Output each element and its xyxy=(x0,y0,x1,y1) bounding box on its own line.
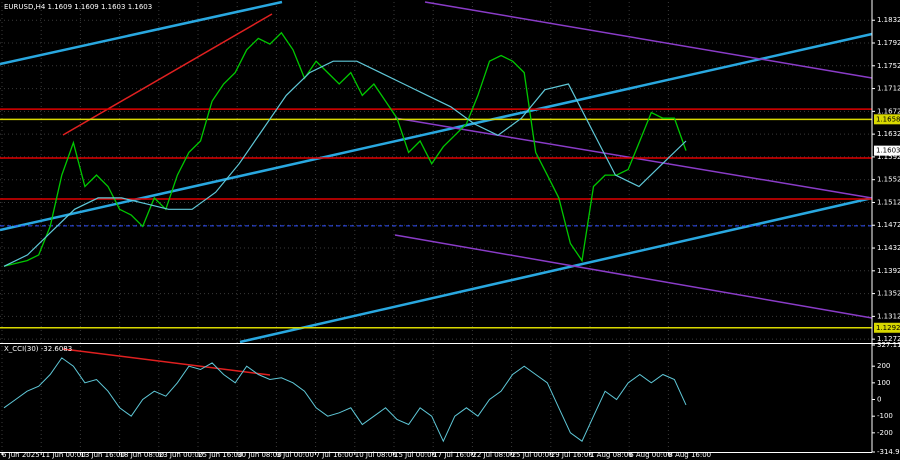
x-tick-label: 6 Jun 2025 xyxy=(2,451,40,459)
x-tick-label: 3 Jul 00:00 xyxy=(276,451,314,459)
x-tick-label: 13 Jun 16:00 xyxy=(80,451,124,459)
trend-line xyxy=(0,32,873,232)
y-tick-label: 100 xyxy=(877,379,890,387)
x-tick-label: 18 Jun 08:00 xyxy=(120,451,164,459)
x-tick-label: 7 Jul 16:00 xyxy=(316,451,354,459)
y-tick-label: 1.1592 xyxy=(877,153,900,161)
x-tick-label: 29 Jul 16:00 xyxy=(551,451,593,459)
price-tag-label: 1.1292 xyxy=(876,324,900,332)
drawn-objects xyxy=(0,0,873,376)
y-tick-label: -314.976 xyxy=(877,448,900,456)
price-tag-label: 1.1603 xyxy=(876,147,900,155)
price-tag xyxy=(874,145,900,156)
y-tick-label: 1.1472 xyxy=(877,221,900,229)
y-tick-label: 1.1312 xyxy=(877,312,900,320)
y-tick-label: 1.1632 xyxy=(877,130,900,138)
price-tag-label: 1.1658 xyxy=(876,115,900,123)
x-tick-label: 8 Aug 16:00 xyxy=(668,451,711,459)
trend-line xyxy=(239,196,873,344)
y-tick-label: -200 xyxy=(877,429,893,437)
y-tick-label: 1.1512 xyxy=(877,198,900,206)
y-tick-label: -100 xyxy=(877,412,893,420)
y-tick-label: 1.1832 xyxy=(877,16,900,24)
y-tick-label: 1.1432 xyxy=(877,244,900,252)
y-tick-label: 1.1392 xyxy=(877,267,900,275)
y-tick-label: 1.1752 xyxy=(877,62,900,70)
x-tick-label: 11 Jun 00:00 xyxy=(41,451,85,459)
y-tick-label: 0 xyxy=(877,396,881,404)
x-tick-label: 15 Jul 00:00 xyxy=(394,451,436,459)
series-line xyxy=(3,60,687,267)
cci-trend-line xyxy=(62,348,271,376)
y-tick-label: 200 xyxy=(877,362,890,370)
x-tick-label: 25 Jul 00:00 xyxy=(512,451,554,459)
y-tick-label: 1.1792 xyxy=(877,39,900,47)
chart-title: EURUSD,H4 1.1609 1.1609 1.1603 1.1603 xyxy=(4,3,152,11)
y-tick-label: 1.1552 xyxy=(877,176,900,184)
price-tag xyxy=(874,322,900,333)
series-line xyxy=(3,357,687,443)
trend-line xyxy=(0,0,283,66)
y-tick-label: 1.1712 xyxy=(877,85,900,93)
y-tick-label: 1.1352 xyxy=(877,290,900,298)
x-tick-label: 1 Aug 08:00 xyxy=(590,451,633,459)
series-line xyxy=(3,31,687,267)
x-tick-label: 17 Jul 16:00 xyxy=(433,451,475,459)
x-tick-label: 22 Jul 08:00 xyxy=(472,451,514,459)
x-tick-label: 6 Aug 00:00 xyxy=(629,451,672,459)
y-tick-label: 327.116 xyxy=(877,341,900,349)
y-tick-label: 1.1672 xyxy=(877,107,900,115)
x-tick-label: 30 Jun 08:00 xyxy=(237,451,281,459)
x-tick-label: 23 Jun 00:00 xyxy=(159,451,203,459)
channel-line xyxy=(394,234,873,319)
indicator-title: X_CCI(30) -32.6083 xyxy=(4,345,72,353)
x-tick-label: 25 Jun 16:00 xyxy=(198,451,242,459)
price-tag xyxy=(874,114,900,125)
y-tick-label: 1.1272 xyxy=(877,335,900,343)
x-tick-label: 10 Jul 08:00 xyxy=(355,451,397,459)
trend-line xyxy=(62,13,273,136)
channel-line xyxy=(424,1,873,79)
